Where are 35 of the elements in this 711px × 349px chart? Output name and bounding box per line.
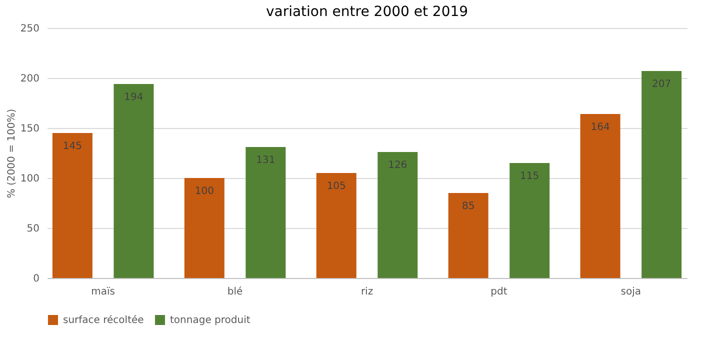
- data-label: 164: [590, 122, 610, 133]
- data-label: 105: [326, 181, 346, 192]
- bar: [114, 84, 154, 278]
- y-tick-label: 100: [20, 174, 40, 184]
- bar: [448, 193, 488, 278]
- data-label: 207: [652, 79, 672, 90]
- data-label: 131: [256, 155, 276, 166]
- bar: [378, 152, 418, 278]
- data-label: 100: [194, 186, 214, 197]
- y-tick-label: 50: [26, 224, 40, 234]
- x-tick-label: riz: [360, 286, 374, 298]
- data-label: 115: [520, 171, 540, 182]
- bar: [52, 133, 92, 278]
- legend-label: surface récoltée: [63, 315, 144, 326]
- data-label: 126: [388, 160, 408, 171]
- legend-label: tonnage produit: [170, 315, 250, 326]
- x-tick-label: blé: [227, 286, 243, 298]
- bar: [580, 114, 620, 278]
- y-tick-label: 200: [20, 74, 40, 84]
- y-tick-label: 150: [20, 124, 40, 134]
- bar: [642, 71, 682, 278]
- data-label: 145: [62, 141, 82, 152]
- chart-title: variation entre 2000 et 2019: [266, 4, 468, 20]
- bar: [510, 163, 550, 278]
- bar: [316, 173, 356, 278]
- bar: [246, 147, 286, 278]
- bar: [184, 178, 224, 278]
- y-axis-title: % (2000 = 100%): [6, 108, 18, 198]
- x-tick-label: pdt: [490, 286, 508, 298]
- y-tick-label: 0: [33, 274, 40, 284]
- data-label: 85: [462, 201, 475, 212]
- y-tick-label: 250: [20, 24, 40, 34]
- x-tick-label: soja: [620, 286, 642, 298]
- data-label: 194: [124, 92, 144, 103]
- x-tick-label: maïs: [91, 286, 116, 298]
